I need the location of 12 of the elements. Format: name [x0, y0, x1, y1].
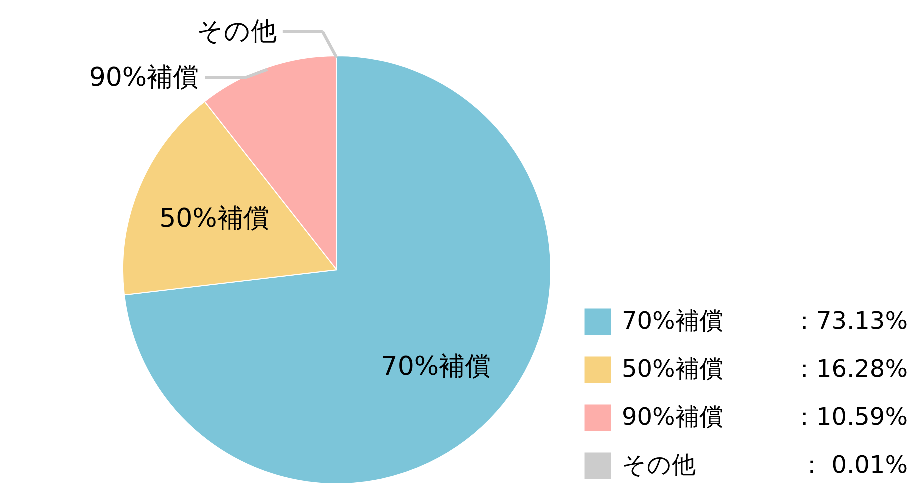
legend-label: 90%補償	[622, 403, 724, 431]
data-label: ： 0.01%	[800, 451, 908, 479]
category-label: その他	[196, 17, 277, 47]
slice-label: 50%補償	[160, 204, 270, 234]
slice-label: 70%補償	[381, 352, 492, 382]
legend-label: その他	[622, 451, 696, 479]
data-label: ：16.28%	[792, 355, 908, 383]
data-label: ：10.59%	[792, 403, 908, 431]
slice-label: 90%補償	[89, 63, 200, 93]
legend-label: 50%補償	[622, 355, 724, 383]
data-label: ：73.13%	[792, 307, 908, 335]
legend-label: 70%補償	[622, 307, 724, 335]
